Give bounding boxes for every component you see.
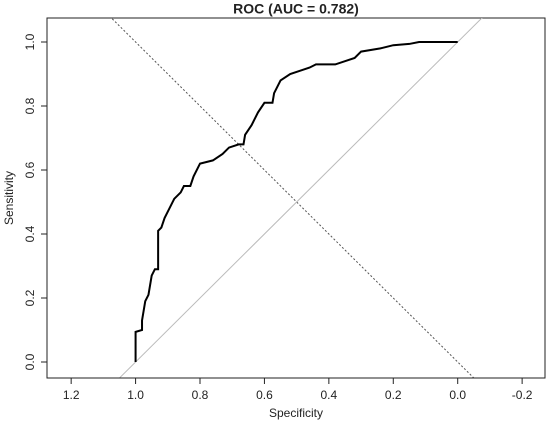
- reference-line: [118, 18, 483, 378]
- roc-curve: [134, 41, 458, 362]
- y-tick-label: 0.4: [23, 225, 37, 242]
- x-tick-label: 0.4: [321, 388, 338, 402]
- x-axis-label: Specificity: [269, 406, 323, 420]
- y-tick-label: 0.2: [23, 289, 37, 306]
- y-tick-label: 0.0: [23, 353, 37, 370]
- y-axis-label: Sensitivity: [2, 171, 16, 225]
- chart-title: ROC (AUC = 0.782): [233, 1, 359, 17]
- reference-line: [110, 18, 475, 378]
- x-tick-label: -0.2: [512, 388, 533, 402]
- y-tick-label: 0.8: [23, 97, 37, 114]
- x-tick-label: 1.0: [127, 388, 144, 402]
- y-tick-label: 1.0: [23, 33, 37, 50]
- x-tick-label: 0.2: [385, 388, 402, 402]
- x-tick-label: 0.0: [449, 388, 466, 402]
- x-tick-label: 1.2: [63, 388, 80, 402]
- x-tick-label: 0.8: [192, 388, 209, 402]
- y-tick-label: 0.6: [23, 161, 37, 178]
- x-tick-label: 0.6: [256, 388, 273, 402]
